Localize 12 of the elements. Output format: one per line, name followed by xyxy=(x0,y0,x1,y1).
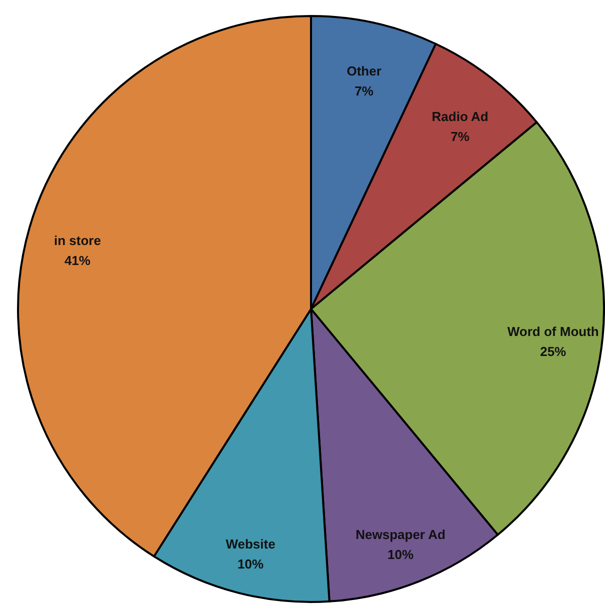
data-label: 7% xyxy=(354,84,374,99)
slice-label: Radio Ad xyxy=(432,108,488,124)
slice-label: Newspaper Ad xyxy=(356,527,446,542)
data-label: 41% xyxy=(64,253,91,268)
slice-label: Website xyxy=(226,536,276,552)
slice-label: in store xyxy=(54,233,101,248)
slice-label: Other xyxy=(346,64,382,79)
data-label: 7% xyxy=(450,128,470,144)
slice-label: Word of Mouth xyxy=(507,324,599,339)
data-label: 25% xyxy=(540,344,567,359)
data-label: 10% xyxy=(238,556,264,572)
data-label: 10% xyxy=(388,547,414,562)
